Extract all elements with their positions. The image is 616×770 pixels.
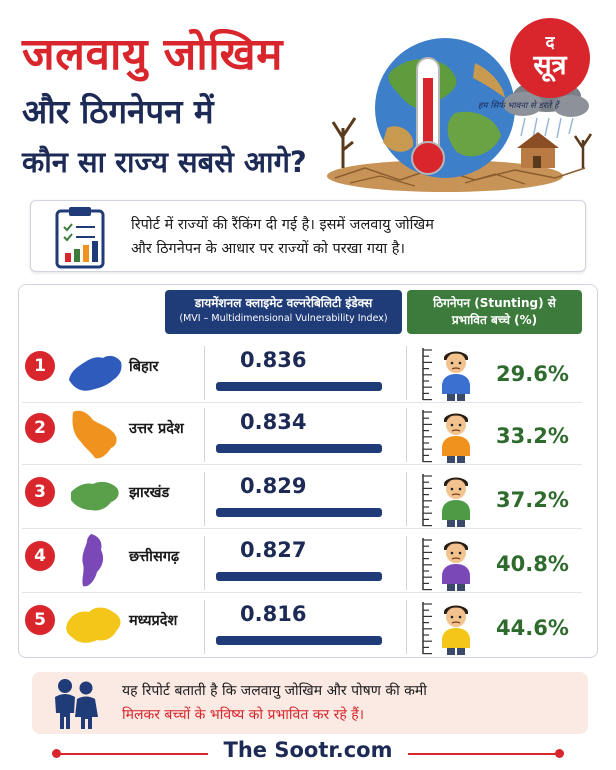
rank-badge: 4 <box>25 541 55 571</box>
height-ruler-icon <box>422 348 432 401</box>
table-row: 5 मध्यप्रदेश 0.816 44.6% <box>18 594 598 660</box>
column-separator <box>204 472 205 526</box>
intro-line-1: रिपोर्ट में राज्यों की रैंकिंग दी गई है।… <box>131 217 434 233</box>
state-map-icon <box>69 355 122 391</box>
title-line-3: कौन सा राज्य सबसे आगे? <box>22 145 307 179</box>
mvi-bar-fill <box>216 572 382 581</box>
mvi-bar <box>216 382 382 391</box>
ranking-table <box>18 284 598 658</box>
footer-dot-left <box>52 749 61 758</box>
row-divider <box>22 592 582 593</box>
state-map-icon <box>82 534 104 587</box>
stunting-value: 29.6% <box>496 362 569 386</box>
state-name: उत्तर प्रदेश <box>129 421 184 437</box>
state-name: बिहार <box>129 359 159 375</box>
state-map-icon <box>71 481 119 511</box>
mvi-bar-fill <box>216 444 382 453</box>
row-divider <box>22 464 582 465</box>
mvi-value: 0.829 <box>240 474 307 498</box>
mvi-column-header: डायमेंशनल क्लाइमेट वल्नरेबिलिटी इंडेक्स … <box>165 290 402 334</box>
mvi-bar-fill <box>216 636 382 645</box>
column-separator <box>204 536 205 590</box>
mvi-bar <box>216 444 382 453</box>
mvi-bar <box>216 572 382 581</box>
child-icon <box>442 541 470 591</box>
rank-badge: 5 <box>25 605 55 635</box>
column-separator <box>406 600 407 654</box>
stunting-value: 44.6% <box>496 616 569 640</box>
conclusion-box: यह रिपोर्ट बताती है कि जलवायु जोखिम और प… <box>32 672 588 734</box>
child-icon <box>442 605 470 655</box>
mvi-bar-fill <box>216 508 382 517</box>
column-separator <box>406 472 407 526</box>
rank-badge: 2 <box>25 413 55 443</box>
mvi-header-english: (MVI – Multidimensional Vulnerability In… <box>179 313 388 324</box>
logo-word: सूत्र <box>533 50 567 81</box>
column-separator <box>204 408 205 462</box>
table-row: 1 बिहार 0.836 29.6% <box>18 340 598 406</box>
table-row: 3 झारखंड 0.829 37.2% <box>18 466 598 532</box>
mvi-bar <box>216 636 382 645</box>
mvi-bar-fill <box>216 382 382 391</box>
stunting-value: 37.2% <box>496 488 569 512</box>
clipboard-chart-icon <box>55 207 105 269</box>
mvi-value: 0.816 <box>240 602 307 626</box>
row-divider <box>22 528 582 529</box>
sootr-logo: द सूत्र <box>510 18 590 98</box>
table-row: 4 छत्तीसगढ़ 0.827 40.8% <box>18 530 598 596</box>
intro-box: रिपोर्ट में राज्यों की रैंकिंग दी गई है।… <box>30 200 586 272</box>
state-name: मध्यप्रदेश <box>129 613 178 629</box>
conclusion-line-1: यह रिपोर्ट बताती है कि जलवायु जोखिम और प… <box>122 683 427 699</box>
mvi-value: 0.836 <box>240 348 307 372</box>
child-icon <box>442 477 470 527</box>
table-row: 2 उत्तर प्रदेश 0.834 33.2% <box>18 402 598 468</box>
height-ruler-icon <box>422 602 432 655</box>
height-ruler-icon <box>422 538 432 591</box>
mvi-value: 0.827 <box>240 538 307 562</box>
title-line-1: जलवायु जोखिम <box>22 29 283 80</box>
column-separator <box>204 346 205 400</box>
column-separator <box>406 536 407 590</box>
stunting-value: 33.2% <box>496 424 569 448</box>
title-line-2: और ठिगनेपन में <box>22 92 214 131</box>
row-divider <box>22 402 582 403</box>
height-ruler-icon <box>422 474 432 527</box>
state-map-icon <box>72 410 117 459</box>
header: जलवायु जोखिम और ठिगनेपन में कौन सा राज्य… <box>0 0 616 195</box>
state-name: छत्तीसगढ़ <box>129 549 180 565</box>
intro-line-2: और ठिगनेपन के आधार पर राज्यों को परखा गय… <box>131 241 405 257</box>
stunting-value: 40.8% <box>496 552 569 576</box>
footer-dot-right <box>555 749 564 758</box>
rank-badge: 3 <box>25 477 55 507</box>
children-icon <box>55 679 98 729</box>
stunting-header-line-2: प्रभावित बच्चे (%) <box>451 313 538 327</box>
mvi-bar <box>216 508 382 517</box>
conclusion-line-2: मिलकर बच्चों के भविष्य को प्रभावित कर रह… <box>122 707 365 723</box>
intro-text: रिपोर्ट में राज्यों की रैंकिंग दी गई है।… <box>131 213 571 261</box>
footer-line-left <box>58 753 208 755</box>
logo-letter: द <box>545 33 555 53</box>
column-separator <box>406 408 407 462</box>
stunting-column-header: ठिगनेपन (Stunting) से प्रभावित बच्चे (%) <box>407 290 582 334</box>
footer-line-right <box>408 753 558 755</box>
footer: The Sootr.com <box>0 736 616 770</box>
child-icon <box>442 413 470 463</box>
column-separator <box>204 600 205 654</box>
column-separator <box>406 346 407 400</box>
state-name: झारखंड <box>129 485 170 501</box>
climate-globe-illustration <box>327 38 593 192</box>
state-map-icon <box>66 607 121 643</box>
rank-badge: 1 <box>25 351 55 381</box>
stunting-header-line-1: ठिगनेपन (Stunting) से <box>433 296 556 310</box>
footer-site: The Sootr.com <box>223 738 393 762</box>
height-ruler-icon <box>422 410 432 463</box>
mvi-value: 0.834 <box>240 410 307 434</box>
conclusion-text: यह रिपोर्ट बताती है कि जलवायु जोखिम और प… <box>122 679 427 727</box>
mvi-header-hindi: डायमेंशनल क्लाइमेट वल्नरेबिलिटी इंडेक्स <box>194 296 373 310</box>
logo-tagline: हम सिर्फ भावना से डरते हैं <box>478 101 559 111</box>
child-icon <box>442 351 470 401</box>
